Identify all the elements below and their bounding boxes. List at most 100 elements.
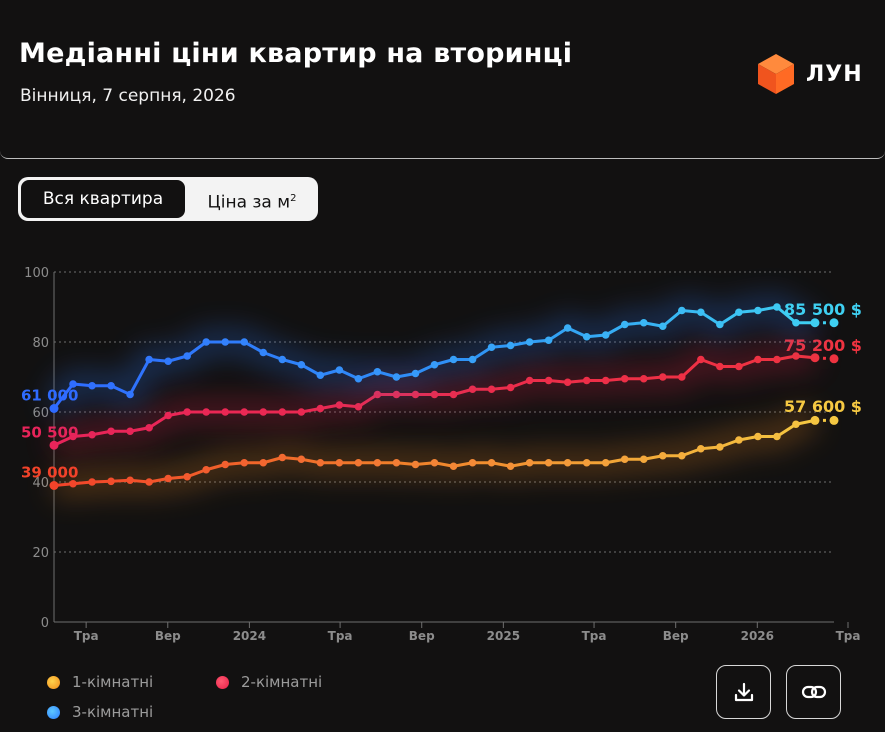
data-point-3-room [544, 336, 553, 345]
series-tail-2-room [814, 356, 835, 361]
data-point-3-room [126, 390, 134, 399]
start-label-3-room: 61 000 [21, 387, 78, 405]
x-tick-label: Тра [328, 629, 353, 643]
logo-text: ЛУН [806, 61, 863, 87]
data-point-1-room [316, 458, 325, 467]
data-point-1-room [69, 479, 77, 488]
data-point-2-room [792, 352, 800, 360]
legend-item-2-room[interactable]: 2-кімнатні [216, 673, 322, 691]
data-point-1-room [792, 420, 800, 429]
brand-logo[interactable]: ЛУН [756, 52, 863, 96]
copy-link-button[interactable] [786, 665, 841, 719]
data-point-2-room [335, 401, 344, 409]
data-point-3-room [810, 318, 820, 328]
legend-item-1-room[interactable]: 1-кімнатні [47, 673, 153, 691]
legend-dot-1-room [47, 675, 60, 689]
x-tick-label: 2025 [487, 629, 520, 643]
data-point-2-room [107, 427, 115, 436]
data-point-3-room [373, 367, 382, 376]
data-point-2-room [506, 383, 515, 392]
data-point-3-room [354, 374, 363, 383]
data-point-2-room [49, 440, 59, 450]
data-point-2-room [601, 376, 610, 385]
page-subtitle: Вінниця, 7 серпня, 2026 [20, 86, 236, 106]
data-point-1-room [411, 460, 420, 469]
x-tick-label: Вер [409, 629, 435, 643]
legend-dot-3-room [47, 705, 60, 719]
download-button[interactable] [716, 665, 771, 719]
data-point-3-room [411, 369, 420, 378]
data-point-3-room [240, 338, 249, 346]
data-point-3-room [278, 355, 287, 364]
link-icon [801, 685, 826, 699]
data-point-2-room [449, 390, 458, 399]
download-icon [734, 682, 753, 702]
tab-price-per-m2-sup: 2 [290, 193, 297, 204]
end-label-2-room: 75 200 $ [784, 336, 862, 355]
data-point-2-room [278, 408, 287, 416]
data-point-1-room [601, 458, 610, 467]
data-point-2-room [259, 408, 268, 416]
data-point-3-room [316, 371, 325, 380]
data-point-2-room [354, 402, 363, 411]
data-point-3-room [678, 306, 686, 315]
start-label-1-room: 39 000 [21, 464, 78, 482]
data-point-1-room [449, 462, 458, 471]
data-point-3-room [754, 306, 762, 315]
data-point-2-room [582, 376, 591, 385]
legend-item-3-room[interactable]: 3-кімнатні [47, 703, 153, 721]
data-point-1-room [259, 458, 268, 467]
y-tick-label: 0 [41, 616, 49, 631]
data-point-1-room [754, 432, 762, 441]
data-point-1-room [639, 455, 648, 464]
data-point-1-room [697, 444, 705, 453]
data-point-2-room [773, 355, 781, 364]
data-point-2-room [639, 374, 648, 383]
data-point-2-room [164, 411, 172, 420]
data-point-2-room [240, 408, 249, 416]
data-point-1-room [829, 415, 839, 425]
legend-dot-2-room [216, 675, 229, 689]
price-mode-toggle: Вся квартира Ціна за м2 [18, 177, 318, 221]
price-chart: 0 20 40 60 80 100 Тра Вер 2024 Тра Вер 2025 Тра Вер 20… [21, 266, 862, 643]
data-point-2-room [183, 408, 191, 416]
data-point-1-room [107, 477, 115, 486]
y-tick-label: 60 [32, 406, 49, 421]
data-point-1-room [335, 458, 344, 467]
data-point-1-room [735, 436, 743, 444]
data-point-1-room [373, 458, 382, 467]
y-tick-label: 80 [32, 336, 49, 351]
tab-whole-apartment[interactable]: Вся квартира [21, 180, 185, 218]
data-point-2-room [316, 404, 325, 413]
data-point-1-room [202, 465, 210, 474]
data-point-2-room [202, 408, 210, 416]
data-point-1-room [620, 455, 629, 464]
data-point-2-room [430, 390, 439, 399]
end-label-3-room: 85 500 $ [784, 300, 862, 319]
data-point-1-room [164, 474, 172, 483]
data-point-1-room [49, 481, 59, 490]
x-tick-label: Тра [582, 629, 607, 643]
data-point-1-room [716, 443, 724, 451]
data-point-1-room [487, 458, 496, 467]
data-point-3-room [697, 308, 705, 317]
data-point-2-room [392, 390, 401, 399]
data-point-3-room [829, 318, 839, 328]
data-point-3-room [259, 348, 268, 357]
data-point-3-room [525, 338, 534, 346]
y-tick-label: 100 [24, 266, 49, 281]
data-point-3-room [735, 308, 743, 317]
data-point-3-room [716, 320, 724, 329]
data-point-2-room [297, 408, 306, 416]
data-point-1-room [183, 472, 191, 481]
data-point-2-room [411, 390, 420, 399]
y-tick-label: 40 [32, 476, 49, 491]
x-tick-label: Вер [155, 629, 181, 643]
data-point-3-room [506, 341, 515, 350]
data-point-1-room [678, 451, 686, 460]
data-point-3-room [430, 360, 439, 369]
data-point-2-room [829, 354, 839, 364]
tab-price-per-m2[interactable]: Ціна за м2 [190, 180, 314, 218]
data-point-3-room [773, 303, 781, 311]
data-point-3-room [145, 355, 153, 364]
